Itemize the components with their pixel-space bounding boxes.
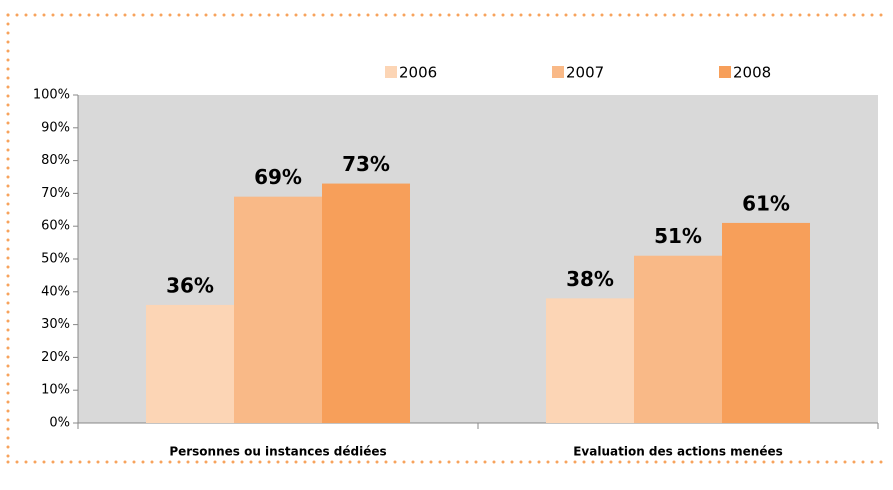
y-tick-label: 50% [41, 252, 70, 267]
value-label: 73% [342, 152, 390, 176]
legend-swatch [552, 66, 564, 78]
legend-swatch [385, 66, 397, 78]
x-tick-label: Evaluation des actions menées [573, 445, 783, 459]
value-label: 36% [166, 273, 214, 297]
y-tick-label: 100% [33, 88, 70, 103]
legend-label: 2008 [733, 64, 771, 82]
legend-label: 2007 [566, 64, 604, 82]
y-tick-label: 10% [41, 383, 70, 398]
legend-swatch [719, 66, 731, 78]
legend-label: 2006 [399, 64, 437, 82]
bar [722, 222, 810, 423]
y-tick-label: 60% [41, 219, 70, 234]
y-tick-label: 30% [41, 317, 70, 332]
value-label: 38% [566, 267, 614, 291]
bar [546, 298, 634, 423]
frame-border [6, 13, 892, 464]
y-tick-label: 70% [41, 186, 70, 201]
value-label: 61% [742, 191, 790, 215]
y-tick-label: 80% [41, 153, 70, 168]
value-label: 51% [654, 224, 702, 248]
bar [146, 304, 234, 423]
y-tick-label: 90% [41, 120, 70, 135]
y-tick-label: 40% [41, 284, 70, 299]
y-tick-label: 0% [49, 416, 70, 431]
x-tick-label: Personnes ou instances dédiées [169, 445, 386, 459]
bar [234, 196, 322, 423]
value-label: 69% [254, 165, 302, 189]
y-tick-label: 20% [41, 350, 70, 365]
bar [634, 255, 722, 423]
bar [322, 183, 410, 423]
